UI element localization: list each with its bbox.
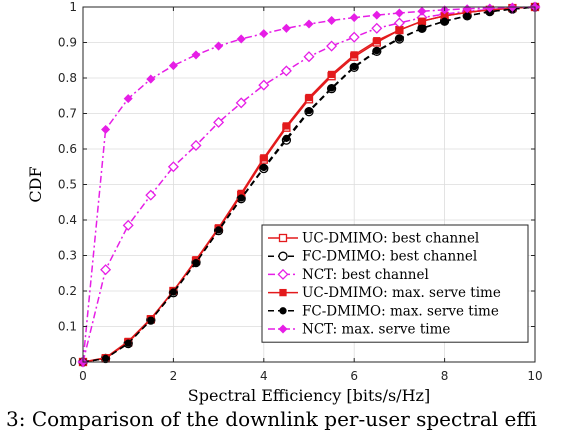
legend-label: FC-DMIMO: best channel xyxy=(302,249,477,265)
data-point xyxy=(145,189,157,201)
y-tick-label: 0.4 xyxy=(58,213,77,227)
data-point xyxy=(280,65,292,77)
y-tick-label: 0.6 xyxy=(58,142,77,156)
figure-caption: 3: Comparison of the downlink per-user s… xyxy=(6,407,537,431)
x-tick-label: 6 xyxy=(350,369,358,383)
legend-label: NCT: max. serve time xyxy=(302,322,450,338)
data-point xyxy=(373,37,381,45)
data-point xyxy=(372,10,382,20)
data-point xyxy=(190,139,202,151)
y-tick-label: 0.9 xyxy=(58,36,77,50)
data-point xyxy=(236,34,246,44)
data-point xyxy=(394,8,404,18)
data-point xyxy=(282,122,291,130)
y-axis-label: CDF xyxy=(26,166,45,202)
data-point xyxy=(258,79,270,91)
data-point xyxy=(281,23,291,33)
y-tick-label: 0.1 xyxy=(58,320,77,334)
data-point xyxy=(235,97,247,109)
data-point xyxy=(373,47,381,55)
y-tick-label: 0.8 xyxy=(58,71,77,85)
legend-box xyxy=(261,224,529,343)
y-tick-label: 0.7 xyxy=(58,107,77,121)
y-tick-label: 0 xyxy=(69,355,77,369)
data-point xyxy=(101,354,110,363)
data-point xyxy=(260,154,268,162)
data-point xyxy=(305,93,313,102)
data-point xyxy=(304,19,314,29)
data-point xyxy=(214,226,223,234)
data-point xyxy=(371,22,383,34)
legend-label: NCT: best channel xyxy=(302,267,429,283)
data-point xyxy=(146,74,156,84)
data-point xyxy=(303,51,315,63)
data-point xyxy=(327,84,336,92)
data-point xyxy=(169,288,178,296)
data-point xyxy=(327,70,336,79)
ticks: 0 2 4 6 8 10 0 0.1 0.2 0.3 0.4 0.5 0.6 0.7 0.8 0.9 1 xyxy=(58,0,543,383)
data-point xyxy=(124,339,132,347)
legend-label: UC-DMIMO: max. serve time xyxy=(302,285,501,301)
legend-marker xyxy=(278,233,288,243)
data-point xyxy=(418,24,426,32)
legend-marker xyxy=(278,251,288,261)
data-point xyxy=(349,13,359,23)
legend: UC-DMIMO: best channel FC-DMIMO: best cha… xyxy=(261,224,529,343)
data-point xyxy=(260,163,268,172)
data-point xyxy=(326,40,338,52)
data-point xyxy=(192,258,200,267)
x-tick-label: 10 xyxy=(527,369,542,383)
x-tick-label: 8 xyxy=(441,369,449,383)
data-point xyxy=(348,31,360,43)
data-point xyxy=(305,107,313,115)
y-tick-label: 1 xyxy=(69,0,77,14)
legend-marker xyxy=(279,288,287,297)
y-tick-label: 0.3 xyxy=(58,249,77,263)
data-point xyxy=(440,17,449,25)
legend-label: FC-DMIMO: max. serve time xyxy=(302,303,499,319)
data-point xyxy=(282,134,291,143)
series-group xyxy=(77,1,541,368)
data-point xyxy=(463,12,471,20)
legend-marker xyxy=(277,268,289,280)
data-point xyxy=(418,17,426,25)
y-tick-label: 0.5 xyxy=(58,178,77,192)
data-point xyxy=(213,116,225,128)
data-point xyxy=(214,41,224,51)
y-tick-label: 0.2 xyxy=(58,284,77,298)
data-point xyxy=(122,219,134,231)
data-point xyxy=(100,264,112,276)
data-point xyxy=(350,62,358,71)
data-point xyxy=(167,161,179,173)
data-point xyxy=(147,316,155,324)
data-point xyxy=(101,124,111,134)
cdf-chart: 0 2 4 6 8 10 0 0.1 0.2 0.3 0.4 0.5 0.6 0.7 0.8 0.9 1 Spe… xyxy=(26,0,543,405)
data-point xyxy=(395,34,404,42)
data-point xyxy=(123,94,133,104)
data-point xyxy=(350,51,358,59)
data-point xyxy=(168,61,178,71)
data-point xyxy=(191,50,201,60)
x-tick-label: 2 xyxy=(170,369,178,383)
legend-marker xyxy=(278,324,288,334)
legend-label: UC-DMIMO: best channel xyxy=(302,231,479,247)
legend-marker xyxy=(279,307,287,315)
data-point xyxy=(327,15,337,26)
x-axis-label: Spectral Efficiency [bits/s/Hz] xyxy=(188,386,430,405)
data-point xyxy=(395,26,404,34)
data-point xyxy=(237,194,245,202)
data-point xyxy=(259,29,269,39)
x-tick-label: 4 xyxy=(260,369,268,383)
data-point xyxy=(417,6,427,16)
x-tick-label: 0 xyxy=(79,369,87,383)
